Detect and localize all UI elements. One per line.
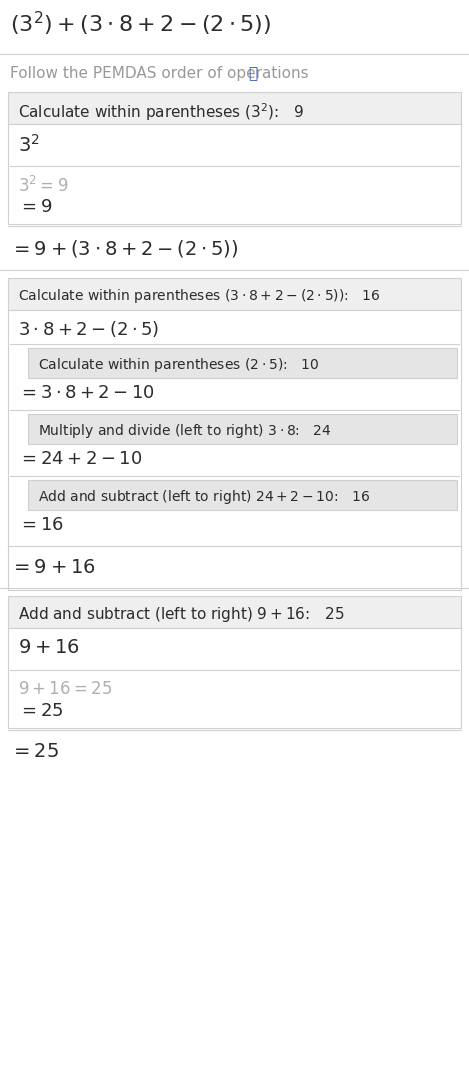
Bar <box>28 480 457 510</box>
Text: Calculate within parentheses $\left(3 \cdot 8 + 2 - \left(2 \cdot 5\right)\right: Calculate within parentheses $\left(3 \c… <box>18 287 380 305</box>
Text: $3^2 = 9$: $3^2 = 9$ <box>18 176 68 197</box>
Text: $3^2$: $3^2$ <box>18 134 40 156</box>
Text: $3 \cdot 8 + 2 - \left(2 \cdot 5\right)$: $3 \cdot 8 + 2 - \left(2 \cdot 5\right)$ <box>18 319 159 339</box>
Text: Calculate within parentheses $\left(2 \cdot 5\right)$:   $10$: Calculate within parentheses $\left(2 \c… <box>38 356 319 374</box>
Bar <box>8 596 461 628</box>
Text: $= 9 + 16$: $= 9 + 16$ <box>10 558 96 577</box>
Text: ⓘ: ⓘ <box>248 66 257 81</box>
Bar <box>28 348 457 378</box>
Text: $= 16$: $= 16$ <box>18 516 64 534</box>
Bar <box>8 278 461 310</box>
Text: Add and subtract (left to right) $24 + 2 - 10$:   $16$: Add and subtract (left to right) $24 + 2… <box>38 488 370 506</box>
Text: Multiply and divide (left to right) $3 \cdot 8$:   $24$: Multiply and divide (left to right) $3 \… <box>38 422 332 440</box>
Text: $9 + 16 = 25$: $9 + 16 = 25$ <box>18 680 112 698</box>
Text: $9 + 16$: $9 + 16$ <box>18 637 80 657</box>
Text: $= 9$: $= 9$ <box>18 198 53 216</box>
Text: $\left(3^2\right) + \left(3 \cdot 8 + 2 - \left(2 \cdot 5\right)\right)$: $\left(3^2\right) + \left(3 \cdot 8 + 2 … <box>10 10 271 38</box>
Bar <box>8 124 461 224</box>
Bar <box>8 310 461 590</box>
Bar <box>8 628 461 728</box>
Text: $= 3 \cdot 8 + 2 - 10$: $= 3 \cdot 8 + 2 - 10$ <box>18 384 155 402</box>
Text: $= 24 + 2 - 10$: $= 24 + 2 - 10$ <box>18 450 142 468</box>
Bar <box>8 92 461 124</box>
Text: Follow the PEMDAS order of operations: Follow the PEMDAS order of operations <box>10 66 309 81</box>
Bar <box>28 414 457 444</box>
Text: $= 25$: $= 25$ <box>10 742 59 761</box>
Text: $= 9 + \left(3 \cdot 8 + 2 - \left(2 \cdot 5\right)\right)$: $= 9 + \left(3 \cdot 8 + 2 - \left(2 \cd… <box>10 238 239 258</box>
Text: Add and subtract (left to right) $9 + 16$:   $25$: Add and subtract (left to right) $9 + 16… <box>18 605 344 624</box>
Text: Calculate within parentheses $\left(3^2\right)$:   $9$: Calculate within parentheses $\left(3^2\… <box>18 101 304 123</box>
Text: $= 25$: $= 25$ <box>18 702 63 720</box>
